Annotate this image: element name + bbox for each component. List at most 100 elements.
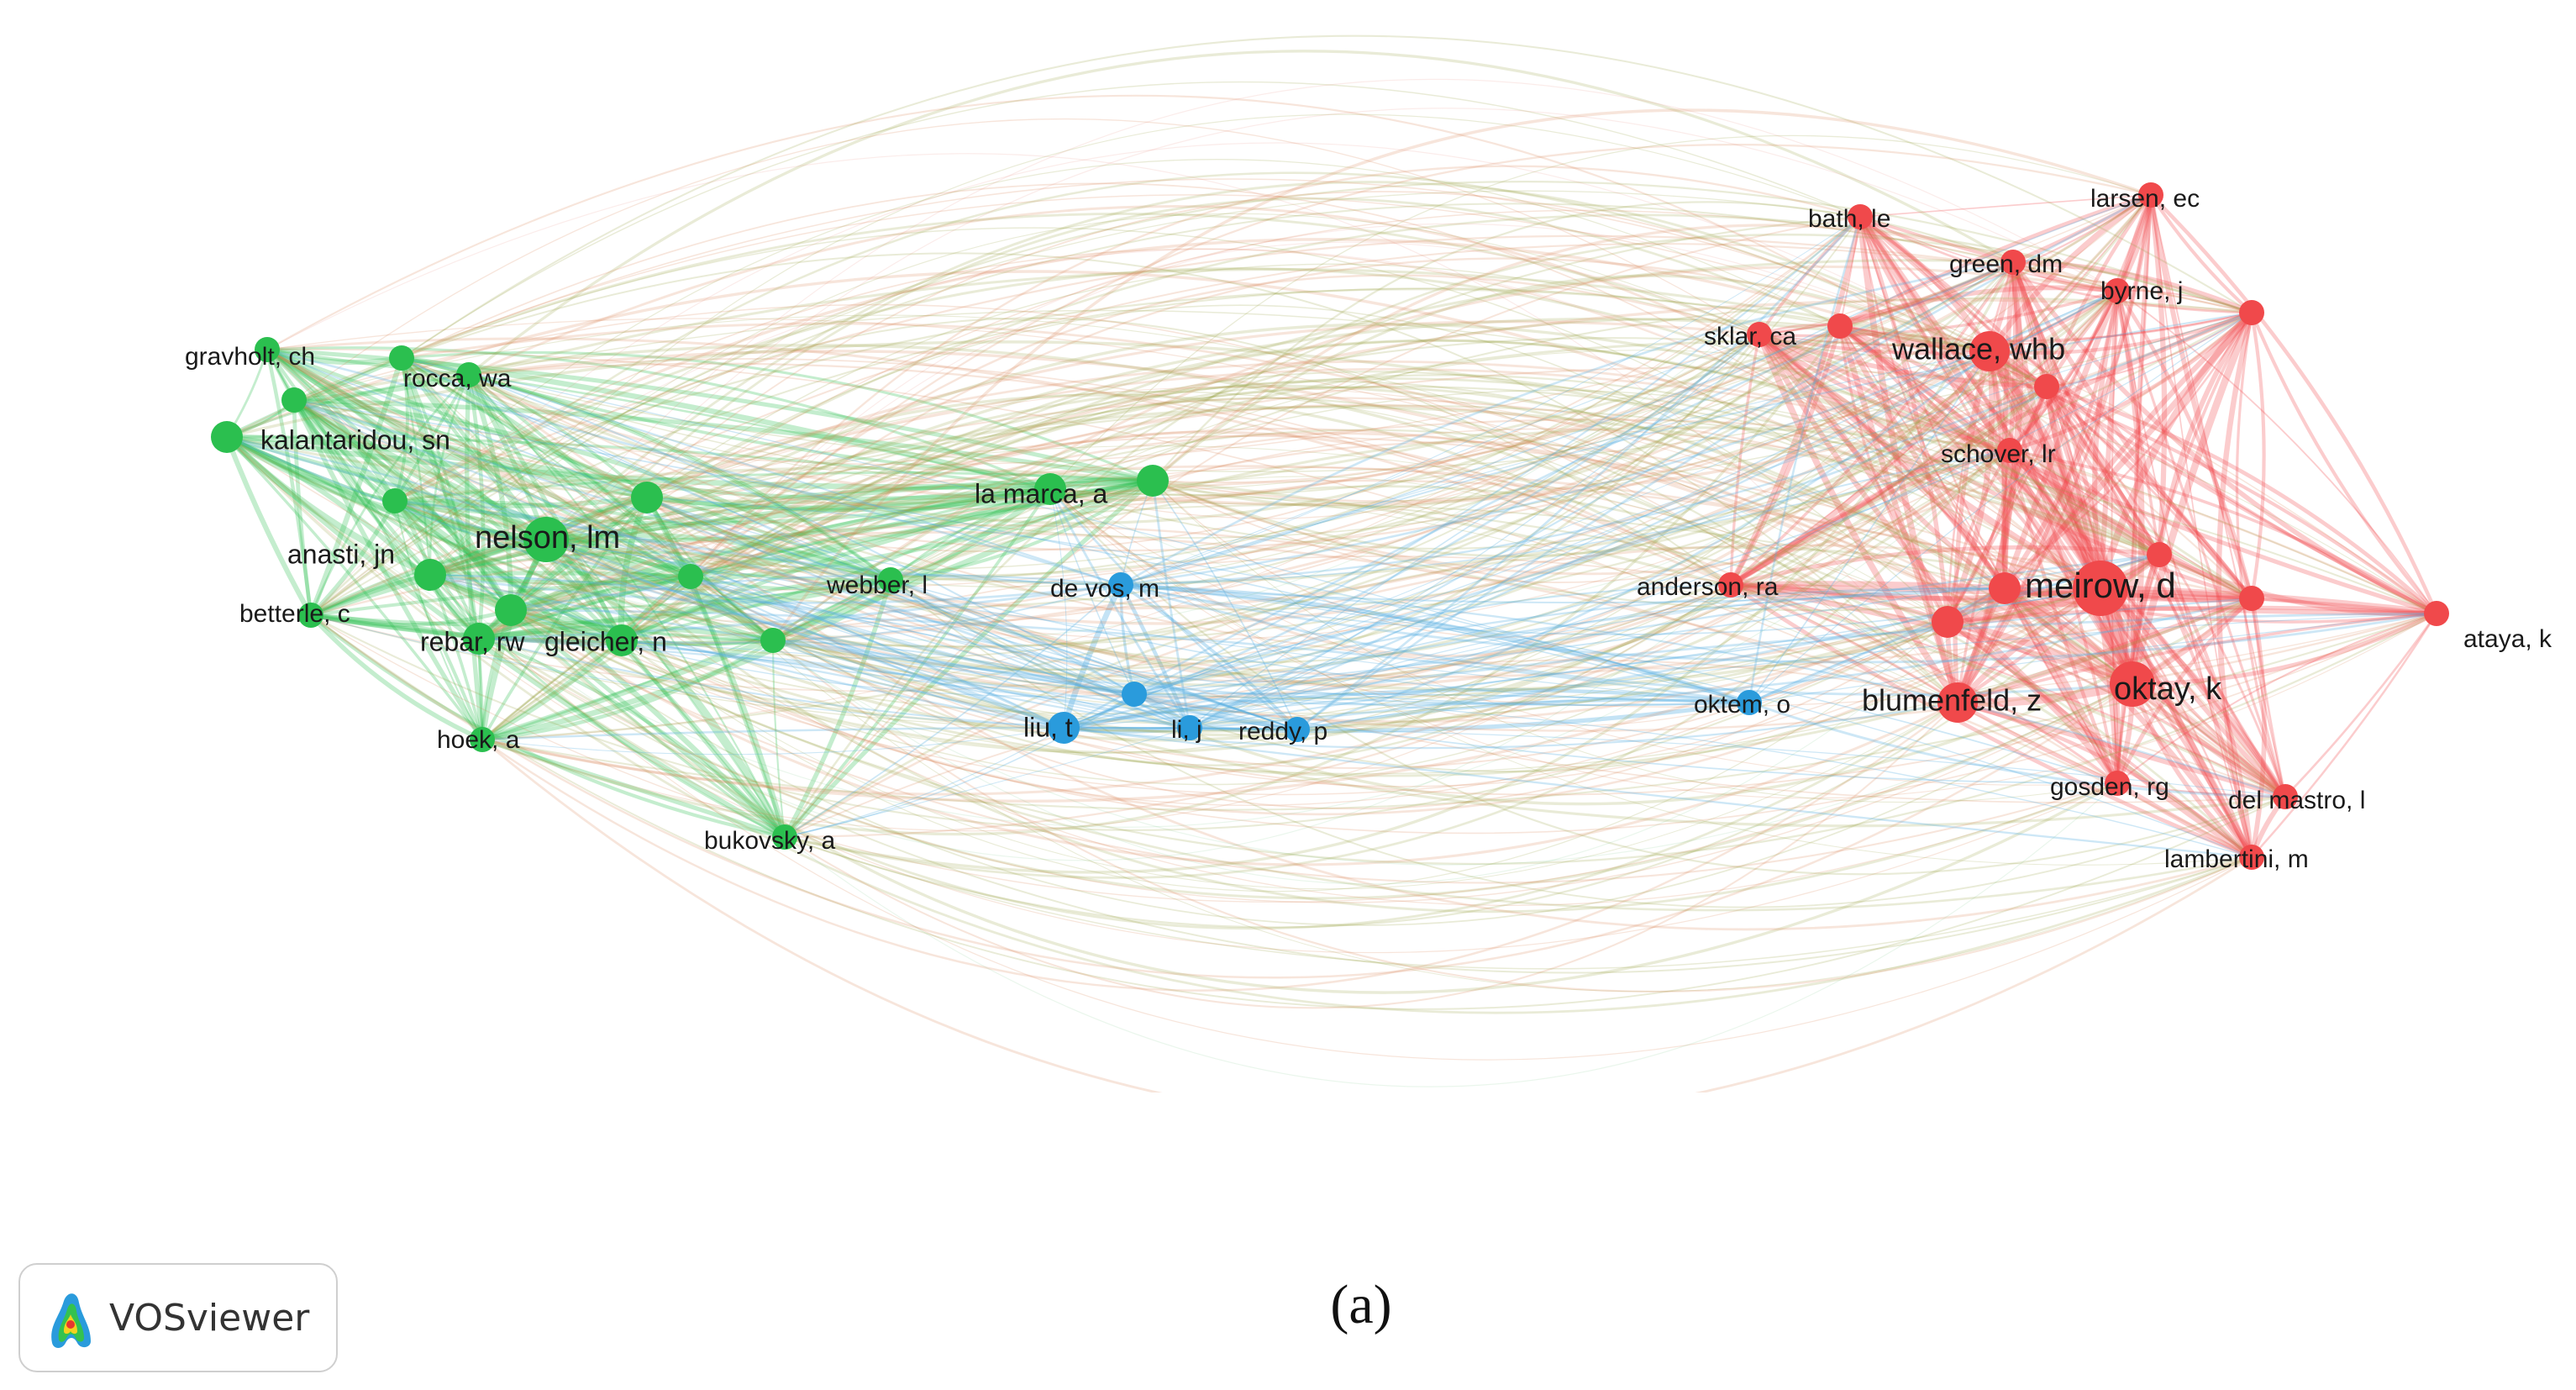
node-lambertini[interactable] [2239, 845, 2264, 870]
network-link [784, 546, 2101, 839]
network-link [310, 142, 2048, 616]
node-g6[interactable] [631, 482, 663, 513]
node-g3[interactable] [382, 488, 407, 513]
network-link [481, 584, 1732, 832]
node-label-reddy: reddy, p [1238, 718, 1327, 745]
node-r4[interactable] [1989, 572, 2021, 604]
network-link [1759, 289, 2118, 338]
network-link [481, 587, 2006, 803]
node-r5[interactable] [1932, 606, 1964, 638]
network-link [478, 209, 2118, 640]
node-larsen[interactable] [2138, 182, 2163, 208]
network-link [429, 574, 1732, 861]
node-kalantaridou[interactable] [211, 421, 243, 453]
network-link [1759, 261, 2014, 336]
node-r7[interactable] [2034, 374, 2059, 399]
node-byrne[interactable] [2105, 278, 2130, 303]
node-g7[interactable] [495, 594, 527, 626]
node-oktem[interactable] [1737, 690, 1762, 715]
node-lij[interactable] [1122, 682, 1147, 707]
network-link [1151, 224, 2118, 482]
network-link [1838, 324, 2287, 798]
network-link [545, 538, 1065, 729]
node-devos[interactable] [1108, 572, 1133, 598]
network-link [225, 434, 786, 840]
network-link [1748, 701, 2286, 798]
node-r1[interactable] [1827, 313, 1853, 339]
node-wallace[interactable] [1969, 331, 2010, 371]
network-link [292, 398, 787, 840]
network-link [1189, 334, 1760, 729]
network-link [2004, 585, 2253, 603]
network-link [394, 495, 648, 508]
node-gravholt[interactable] [255, 337, 280, 362]
node-b1[interactable] [1177, 715, 1202, 740]
network-link [1120, 584, 2118, 784]
network-nodes [211, 182, 2449, 870]
node-r3[interactable] [2239, 586, 2264, 611]
node-g2[interactable] [281, 387, 307, 413]
node-r6[interactable] [2239, 300, 2264, 325]
network-link [1957, 612, 2437, 704]
node-sklar[interactable] [1747, 322, 1772, 347]
network-link [1748, 621, 1948, 703]
node-betterle[interactable] [298, 603, 323, 628]
network-link [2011, 261, 2287, 798]
network-link [1063, 726, 2253, 859]
node-liu[interactable] [1048, 712, 1080, 744]
network-link [1838, 325, 1949, 623]
network-link [1049, 261, 2014, 606]
network-link [621, 640, 1298, 730]
network-link [509, 608, 786, 839]
node-g5[interactable] [760, 628, 786, 653]
node-gosden[interactable] [2105, 771, 2130, 796]
node-blumenfeld[interactable] [1937, 682, 1978, 723]
network-link [226, 435, 2133, 900]
node-bukovsky[interactable] [772, 824, 797, 850]
node-delmastro[interactable] [2273, 784, 2298, 809]
node-anasti[interactable] [414, 559, 446, 591]
node-webber[interactable] [878, 567, 903, 592]
node-anderson[interactable] [1718, 572, 1743, 598]
network-link [429, 573, 1122, 604]
node-rebar[interactable] [463, 623, 495, 655]
network-link [1837, 324, 2007, 590]
network-link [1946, 386, 2048, 623]
node-g4[interactable] [678, 564, 703, 589]
network-link [2116, 312, 2253, 784]
node-hoek[interactable] [470, 727, 495, 752]
node-gleicher[interactable] [606, 624, 638, 656]
node-schover[interactable] [1997, 438, 2022, 463]
node-nelson[interactable] [523, 517, 569, 562]
node-meirow[interactable] [2073, 561, 2128, 616]
network-link [429, 487, 1051, 577]
network-link [467, 50, 2014, 376]
network-link [478, 366, 2048, 640]
node-bath[interactable] [1848, 204, 1873, 229]
network-link [1296, 613, 2437, 730]
node-g1[interactable] [389, 345, 414, 371]
node-oktay[interactable] [2110, 661, 2155, 707]
network-link [1049, 488, 1135, 695]
node-lamarca[interactable] [1034, 473, 1066, 505]
network-link [226, 435, 1122, 587]
vosviewer-badge[interactable]: VOSviewer [18, 1263, 338, 1372]
network-link [2128, 311, 2255, 685]
network-link [690, 575, 1135, 696]
network-link [1858, 215, 2287, 798]
network-link [2116, 289, 2253, 313]
network-link [293, 398, 1065, 729]
network-link [1946, 290, 2119, 623]
node-r2[interactable] [2147, 542, 2172, 567]
node-rocca[interactable] [456, 362, 481, 387]
node-ataya[interactable] [2424, 601, 2449, 626]
network-link [292, 398, 397, 503]
node-g8[interactable] [1137, 465, 1169, 497]
node-reddy[interactable] [1285, 717, 1310, 742]
network-link [1120, 583, 2133, 696]
network-link [784, 693, 1135, 838]
node-green[interactable] [2000, 250, 2026, 275]
node-label-oktay: oktay, k [2114, 671, 2222, 707]
network-link [467, 373, 691, 578]
network-link [890, 579, 1191, 729]
